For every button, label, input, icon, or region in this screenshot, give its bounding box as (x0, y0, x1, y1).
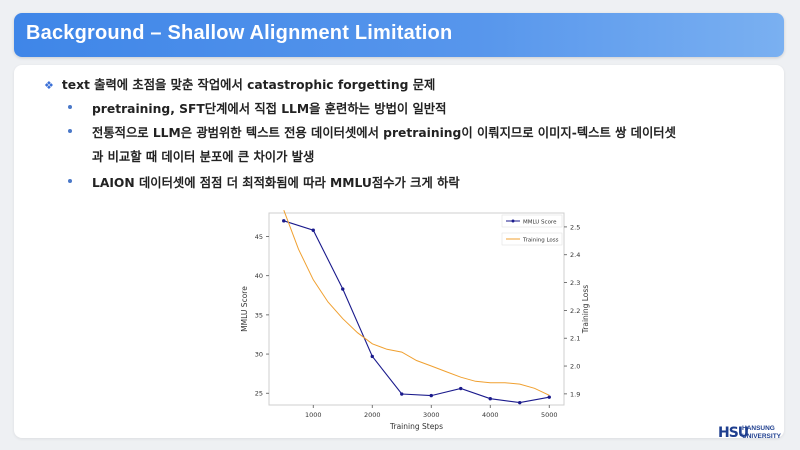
legend-box-loss (501, 232, 563, 246)
mmlu-score-point (459, 386, 463, 391)
logo-line-1: HANSUNG (742, 425, 775, 432)
bullet-main-text: text 출력에 초점을 맞춘 작업에서 catastrophic forget… (61, 78, 436, 92)
content-card: ❖ text 출력에 초점을 맞춘 작업에서 catastrophic forge… (14, 65, 784, 438)
x-tick-label: 5000 (541, 411, 558, 419)
mmlu-loss-chart: 1000 2000 3000 4000 5000 25 30 35 40 45 1.9 2.0 2.1 2… (240, 210, 590, 431)
legend-marker-mmlu (511, 219, 515, 223)
sub-bullet-text: LAION 데이터셋에 점점 더 최적화됨에 따라 MMLU점수가 크게 하락 (92, 176, 460, 190)
mmlu-score-point (282, 219, 286, 223)
y-right-tick-label: 2.5 (570, 223, 580, 231)
y-right-tick-label: 1.9 (570, 390, 580, 398)
slide-title-bar: Background – Shallow Alignment Limitatio… (14, 13, 784, 57)
sub-bullet-2-continuation: 과 비교할 때 데이터 분포에 큰 차이가 발생 (92, 150, 315, 164)
mmlu-score-point (370, 354, 374, 359)
y-left-tick-label: 30 (255, 351, 263, 359)
x-tick-label: 3000 (423, 411, 440, 419)
bullet-dot-icon (68, 129, 72, 133)
mmlu-score-point (488, 397, 492, 401)
y-left-axis-label: MMLU Score (240, 286, 249, 332)
x-tick-label: 4000 (482, 411, 499, 419)
x-tick-label: 1000 (305, 411, 322, 419)
legend-label-loss: Training Loss (522, 238, 559, 244)
training-loss-line (283, 210, 550, 396)
mmlu-score-line (283, 220, 550, 404)
mmlu-score-point (518, 400, 522, 405)
y-left-tick-label: 35 (255, 311, 263, 319)
mmlu-score-point (429, 393, 433, 398)
y-right-tick-label: 2.4 (570, 251, 580, 259)
sub-bullet-text: pretraining, SFT단계에서 직접 LLM을 훈련하는 방법이 일반… (92, 102, 447, 116)
y-right-tick-label: 2.0 (570, 363, 580, 371)
mmlu-score-point (400, 392, 404, 396)
y-left-tick-label: 40 (255, 272, 263, 280)
legend-box-mmlu (501, 214, 563, 228)
y-right-axis-label: Training Loss (581, 285, 590, 335)
y-left-tick-label: 25 (255, 390, 263, 398)
slide-title: Background – Shallow Alignment Limitatio… (26, 22, 453, 44)
bullet-dot-icon (68, 105, 72, 109)
sub-bullet-text: 전통적으로 LLM은 광범위한 텍스트 전용 데이터셋에서 pretrainin… (92, 126, 676, 140)
logo-text: HANSUNG UNIVERSITY (742, 425, 781, 440)
logo-mark: HSU (718, 425, 749, 441)
university-logo: HSU HANSUNG UNIVERSITY (718, 424, 786, 442)
mmlu-score-point (547, 395, 551, 399)
chart-container: 1000 2000 3000 4000 5000 25 30 35 40 45 1.9 2.0 2.1 2… (224, 205, 594, 441)
mmlu-score-point (341, 287, 345, 291)
logo-line-2: UNIVERSITY (742, 432, 782, 440)
bullet-dot-icon (68, 179, 72, 183)
y-right-tick-label: 2.2 (570, 307, 580, 315)
y-left-tick-label: 45 (255, 233, 263, 241)
x-axis-label: Training Steps (389, 422, 443, 431)
legend-label-mmlu: MMLU Score (523, 220, 557, 226)
bullet-main: ❖ text 출력에 초점을 맞춘 작업에서 catastrophic forge… (44, 75, 435, 93)
diamond-bullet-icon: ❖ (44, 79, 54, 92)
x-tick-label: 2000 (364, 411, 381, 419)
y-right-tick-label: 2.3 (570, 279, 580, 287)
y-right-tick-label: 2.1 (570, 335, 580, 343)
mmlu-score-point (311, 228, 315, 232)
